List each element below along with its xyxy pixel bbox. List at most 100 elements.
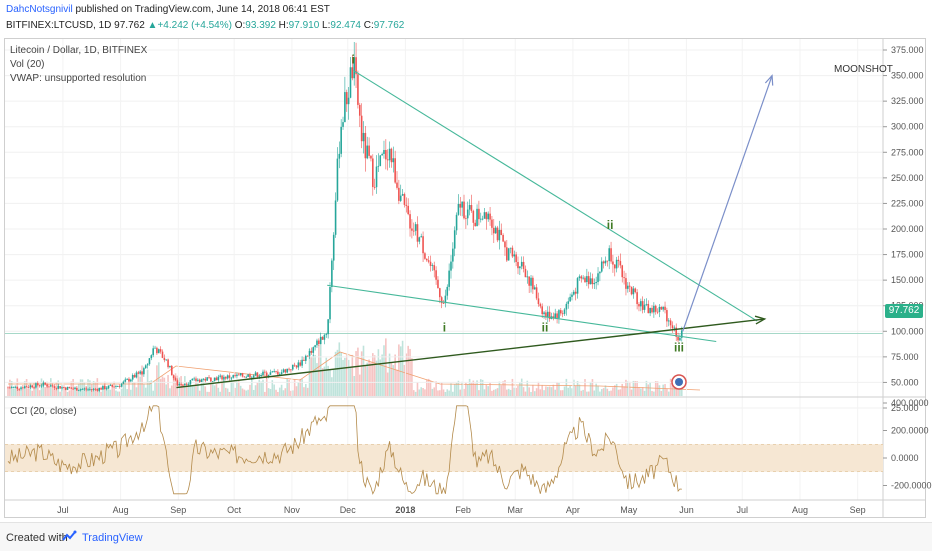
- candle-body: [597, 273, 599, 283]
- candle-body: [539, 304, 542, 307]
- volume-bar: [111, 384, 114, 396]
- volume-bar: [342, 359, 344, 396]
- candle-body: [9, 387, 11, 389]
- candle-body: [593, 283, 596, 285]
- volume-bar: [239, 385, 242, 396]
- volume-bar: [628, 381, 631, 396]
- volume-bar: [105, 386, 108, 396]
- tradingview-logo-icon[interactable]: [62, 530, 78, 544]
- candle-body: [189, 380, 192, 385]
- candle-body: [554, 313, 557, 319]
- candle-body: [667, 320, 670, 322]
- candle-body: [68, 386, 71, 388]
- candle-body: [130, 379, 132, 382]
- author-link[interactable]: DahcNotsgnivil: [6, 4, 73, 15]
- volume-bar: [61, 389, 63, 396]
- volume-bar: [340, 352, 342, 396]
- price-tick-label: 375.000: [891, 45, 924, 55]
- volume-bar: [50, 378, 52, 396]
- volume-bar: [578, 384, 581, 396]
- candle-body: [619, 261, 622, 266]
- candle-body: [427, 260, 430, 262]
- chart-grid: [5, 39, 883, 500]
- candle-body: [491, 219, 493, 228]
- volume-bar: [366, 362, 369, 396]
- chart-header: DahcNotsgnivil published on TradingView.…: [0, 0, 932, 36]
- volume-bar: [64, 387, 67, 396]
- candle-body: [174, 378, 177, 381]
- volume-bar: [383, 345, 385, 396]
- candle-body: [373, 186, 376, 188]
- time-tick-label: 2018: [395, 505, 415, 515]
- candle-body: [509, 247, 512, 249]
- candle-body: [224, 376, 227, 379]
- candle-body: [297, 362, 300, 368]
- candle-body: [571, 294, 573, 297]
- candle-body: [247, 374, 249, 377]
- price-tick-label: 50.000: [891, 377, 919, 387]
- candle-body: [146, 364, 149, 366]
- volume-bar: [144, 387, 147, 396]
- volume-bar: [107, 386, 110, 396]
- candle-body: [634, 288, 637, 293]
- candle-body: [600, 261, 603, 272]
- candle-body: [98, 387, 101, 391]
- candle-body: [85, 388, 87, 390]
- volume-bar: [533, 391, 536, 396]
- candle-body: [217, 376, 220, 381]
- time-tick-label: Apr: [566, 505, 580, 515]
- candle-body: [102, 385, 104, 390]
- candle-body: [150, 355, 153, 359]
- cci-band: [5, 444, 883, 472]
- volume-bar: [511, 378, 514, 396]
- ohlc-line: BITFINEX:LTCUSD, 1D 97.762 ▲+4.242 (+4.5…: [6, 20, 404, 31]
- volume-bar: [515, 387, 517, 396]
- price-tick-label: 275.000: [891, 147, 924, 157]
- candle-body: [200, 379, 203, 382]
- volume-bar: [159, 378, 162, 396]
- candle-body: [599, 271, 601, 274]
- volume-bar: [425, 380, 428, 396]
- candle-body: [358, 104, 361, 116]
- volume-bar: [48, 386, 50, 396]
- candle-body: [187, 384, 190, 386]
- candle-body: [379, 155, 382, 166]
- candle-body: [163, 357, 166, 361]
- volume-bar: [251, 378, 253, 396]
- candle-body: [677, 336, 679, 341]
- volume-bar: [325, 357, 328, 396]
- price-tick-label: 150.000: [891, 275, 924, 285]
- volume-bar: [539, 389, 542, 396]
- volume-bar: [492, 389, 495, 396]
- volume-bar: [595, 383, 597, 396]
- candle-body: [552, 316, 555, 319]
- candle-body: [411, 228, 413, 231]
- volume-bar: [126, 389, 128, 396]
- candle-body: [236, 374, 238, 377]
- candle-body: [139, 371, 141, 374]
- candle-body: [42, 382, 45, 386]
- volume-bar: [44, 386, 47, 396]
- tradingview-brand-link[interactable]: TradingView: [82, 532, 143, 544]
- volume-bar: [602, 388, 605, 396]
- candle-body: [167, 359, 169, 368]
- volume-bar: [519, 382, 521, 396]
- volume-bar: [267, 388, 270, 396]
- volume-bar: [545, 386, 547, 396]
- candle-body: [314, 345, 316, 348]
- candle-body: [180, 384, 182, 385]
- volume-bar: [154, 381, 156, 396]
- volume-bar: [31, 390, 33, 396]
- candle-body: [61, 387, 63, 389]
- candle-body: [48, 386, 50, 388]
- candle-body: [390, 148, 393, 163]
- volume-bar: [260, 381, 262, 396]
- volume-bar: [370, 362, 372, 396]
- candle-body: [334, 200, 337, 235]
- volume-bar: [202, 378, 205, 396]
- candle-body: [643, 304, 646, 310]
- volume-bar: [12, 388, 15, 396]
- candle-body: [210, 377, 212, 382]
